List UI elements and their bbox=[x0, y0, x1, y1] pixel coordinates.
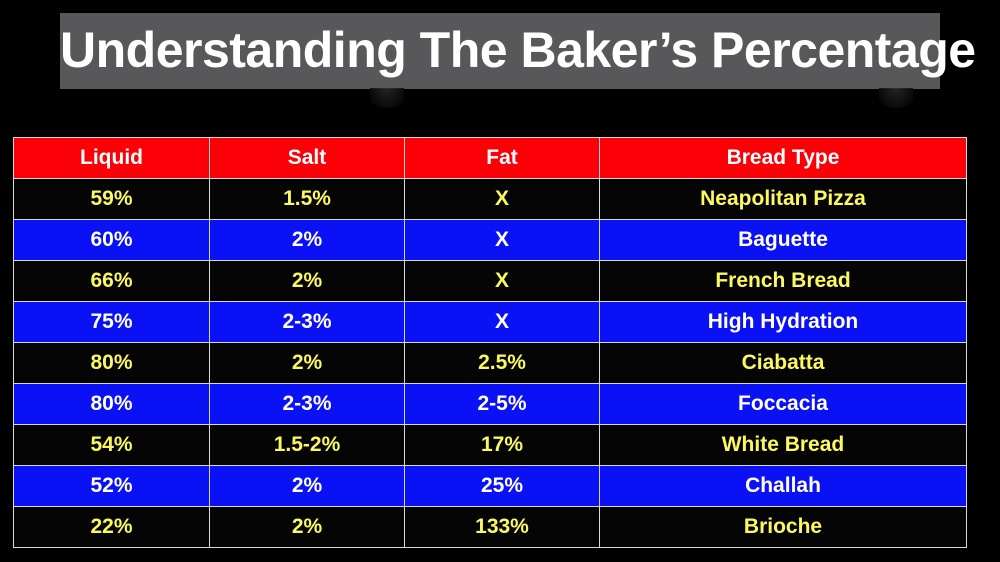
cell-salt: 2% bbox=[209, 260, 405, 302]
cell-bread-type: French Bread bbox=[599, 260, 967, 302]
column-header-bread-type: Bread Type bbox=[599, 137, 967, 179]
cell-fat: X bbox=[404, 301, 600, 343]
cell-bread-type: Foccacia bbox=[599, 383, 967, 425]
cell-fat: 17% bbox=[404, 424, 600, 466]
page-title: Understanding The Baker’s Percentage bbox=[60, 22, 976, 78]
cell-liquid: 59% bbox=[13, 178, 210, 220]
title-descender-artifact-right bbox=[879, 88, 913, 108]
cell-salt: 2% bbox=[209, 219, 405, 261]
cell-salt: 2-3% bbox=[209, 383, 405, 425]
cell-salt: 1.5% bbox=[209, 178, 405, 220]
cell-salt: 1.5-2% bbox=[209, 424, 405, 466]
table-row: 66% 2% X French Bread bbox=[13, 260, 967, 302]
table-row: 60% 2% X Baguette bbox=[13, 219, 967, 261]
cell-fat: X bbox=[404, 219, 600, 261]
cell-liquid: 80% bbox=[13, 342, 210, 384]
table-row: 80% 2-3% 2-5% Foccacia bbox=[13, 383, 967, 425]
cell-bread-type: Baguette bbox=[599, 219, 967, 261]
cell-liquid: 75% bbox=[13, 301, 210, 343]
cell-liquid: 52% bbox=[13, 465, 210, 507]
cell-bread-type: High Hydration bbox=[599, 301, 967, 343]
table-header-row: Liquid Salt Fat Bread Type bbox=[13, 137, 967, 179]
cell-fat: 133% bbox=[404, 506, 600, 548]
cell-bread-type: Ciabatta bbox=[599, 342, 967, 384]
cell-bread-type: Challah bbox=[599, 465, 967, 507]
table-row: 59% 1.5% X Neapolitan Pizza bbox=[13, 178, 967, 220]
title-descender-artifact-left bbox=[370, 88, 404, 108]
cell-liquid: 66% bbox=[13, 260, 210, 302]
table-row: 22% 2% 133% Brioche bbox=[13, 506, 967, 548]
table-header: Liquid Salt Fat Bread Type bbox=[13, 137, 967, 179]
cell-salt: 2% bbox=[209, 506, 405, 548]
cell-liquid: 54% bbox=[13, 424, 210, 466]
column-header-liquid: Liquid bbox=[13, 137, 210, 179]
cell-fat: 25% bbox=[404, 465, 600, 507]
cell-fat: 2.5% bbox=[404, 342, 600, 384]
bakers-percentage-table: Liquid Salt Fat Bread Type 59% 1.5% X Neapo… bbox=[13, 137, 967, 548]
title-band: Understanding The Baker’s Percentage bbox=[60, 13, 976, 89]
cell-salt: 2% bbox=[209, 465, 405, 507]
cell-bread-type: Brioche bbox=[599, 506, 967, 548]
table-row: 75% 2-3% X High Hydration bbox=[13, 301, 967, 343]
column-header-fat: Fat bbox=[404, 137, 600, 179]
table-body: 59% 1.5% X Neapolitan Pizza 60% 2% X Baguette 66… bbox=[13, 178, 967, 548]
cell-liquid: 80% bbox=[13, 383, 210, 425]
cell-liquid: 22% bbox=[13, 506, 210, 548]
cell-bread-type: White Bread bbox=[599, 424, 967, 466]
cell-liquid: 60% bbox=[13, 219, 210, 261]
cell-salt: 2% bbox=[209, 342, 405, 384]
cell-fat: X bbox=[404, 178, 600, 220]
table-row: 80% 2% 2.5% Ciabatta bbox=[13, 342, 967, 384]
cell-fat: X bbox=[404, 260, 600, 302]
column-header-salt: Salt bbox=[209, 137, 405, 179]
table-row: 52% 2% 25% Challah bbox=[13, 465, 967, 507]
cell-bread-type: Neapolitan Pizza bbox=[599, 178, 967, 220]
cell-salt: 2-3% bbox=[209, 301, 405, 343]
table-row: 54% 1.5-2% 17% White Bread bbox=[13, 424, 967, 466]
cell-fat: 2-5% bbox=[404, 383, 600, 425]
